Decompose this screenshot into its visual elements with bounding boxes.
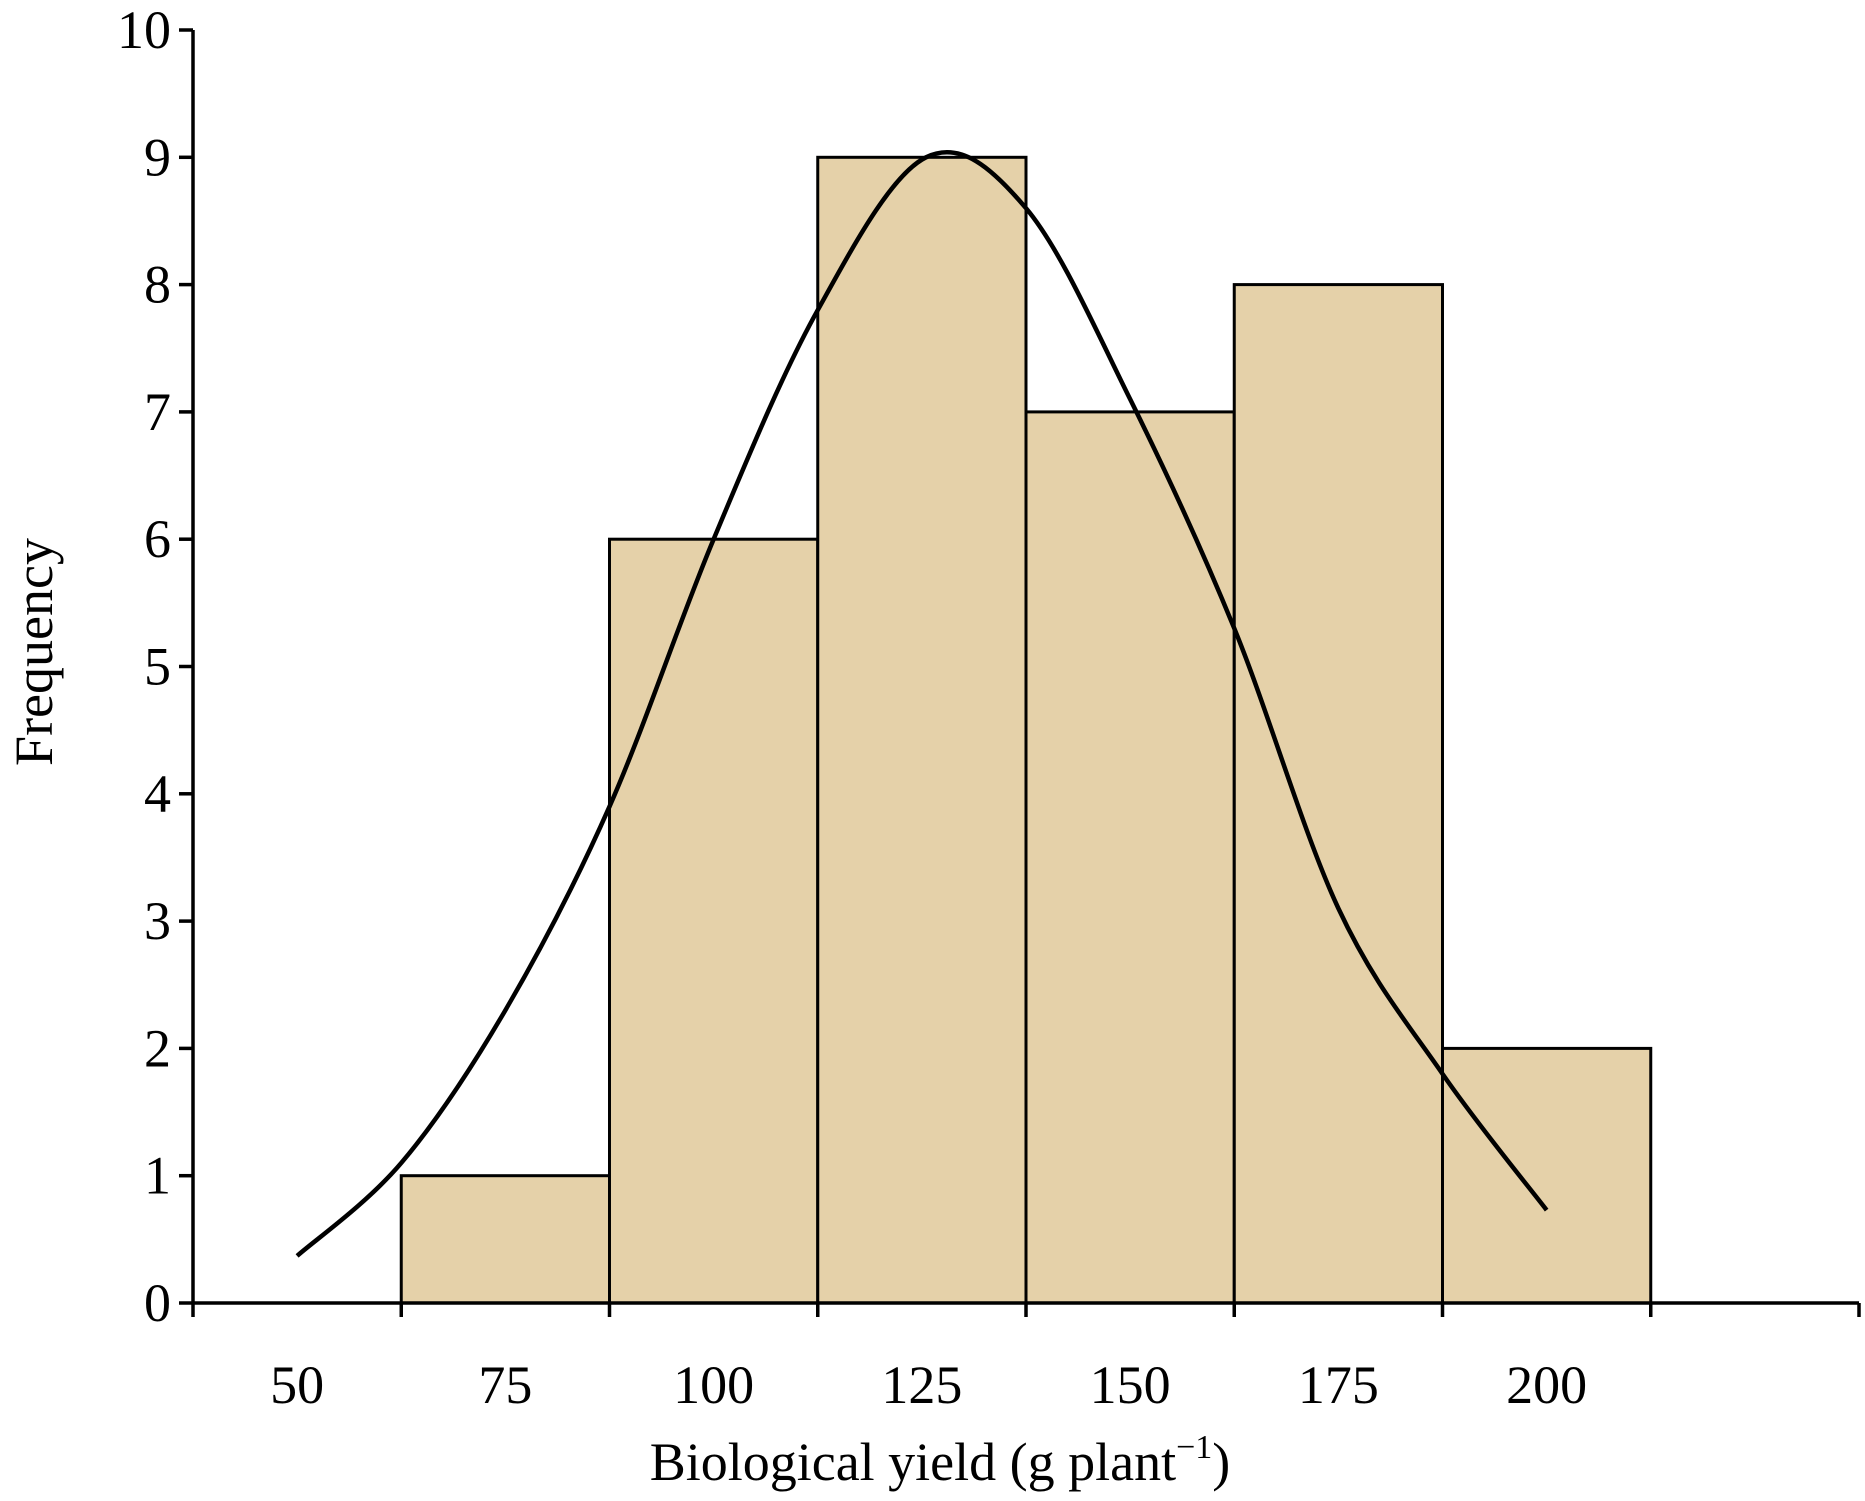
y-tick-labels: 0 1 2 3 4 5 6 7 8 9 10	[117, 0, 171, 1333]
x-axis-title-superscript: −1	[1176, 1429, 1212, 1466]
y-tick-label: 2	[144, 1018, 171, 1078]
x-tick-label: 150	[1090, 1355, 1171, 1415]
x-axis-title-close: )	[1212, 1432, 1230, 1492]
histogram-bar-1	[399, 1174, 611, 1305]
x-axis-title-main: Biological yield (g plant	[650, 1432, 1176, 1492]
axes-group	[179, 28, 1861, 1317]
x-tick-label: 75	[478, 1355, 532, 1415]
y-tick-label: 1	[144, 1146, 171, 1206]
x-tick-label: 175	[1298, 1355, 1379, 1415]
y-tick-label: 8	[144, 255, 171, 315]
y-tick-label: 6	[144, 509, 171, 569]
x-tick-label: 100	[673, 1355, 754, 1415]
histogram-bar-3	[816, 155, 1028, 1305]
histogram-bar-6	[1441, 1046, 1653, 1305]
histogram-bar-2	[608, 537, 820, 1305]
histogram-bar-4	[1024, 410, 1236, 1305]
x-tick-label: 125	[881, 1355, 962, 1415]
x-axis-title: Biological yield (g plant−1)	[650, 1429, 1231, 1492]
y-tick-label: 5	[144, 637, 171, 697]
y-tick-label: 10	[117, 0, 171, 60]
y-tick-label: 7	[144, 382, 171, 442]
y-tick-label: 0	[144, 1273, 171, 1333]
bars-group	[399, 155, 1653, 1305]
x-tick-label: 50	[270, 1355, 324, 1415]
x-tick-label: 200	[1506, 1355, 1587, 1415]
histogram-bar-5	[1232, 283, 1444, 1305]
y-axis-title: Frequency	[4, 538, 64, 766]
y-tick-label: 9	[144, 127, 171, 187]
distribution-curve	[295, 150, 1549, 1258]
y-tick-label: 3	[144, 891, 171, 951]
x-tick-labels: 50 75 100 125 150 175 200	[270, 1355, 1587, 1415]
y-tick-label: 4	[144, 764, 171, 824]
